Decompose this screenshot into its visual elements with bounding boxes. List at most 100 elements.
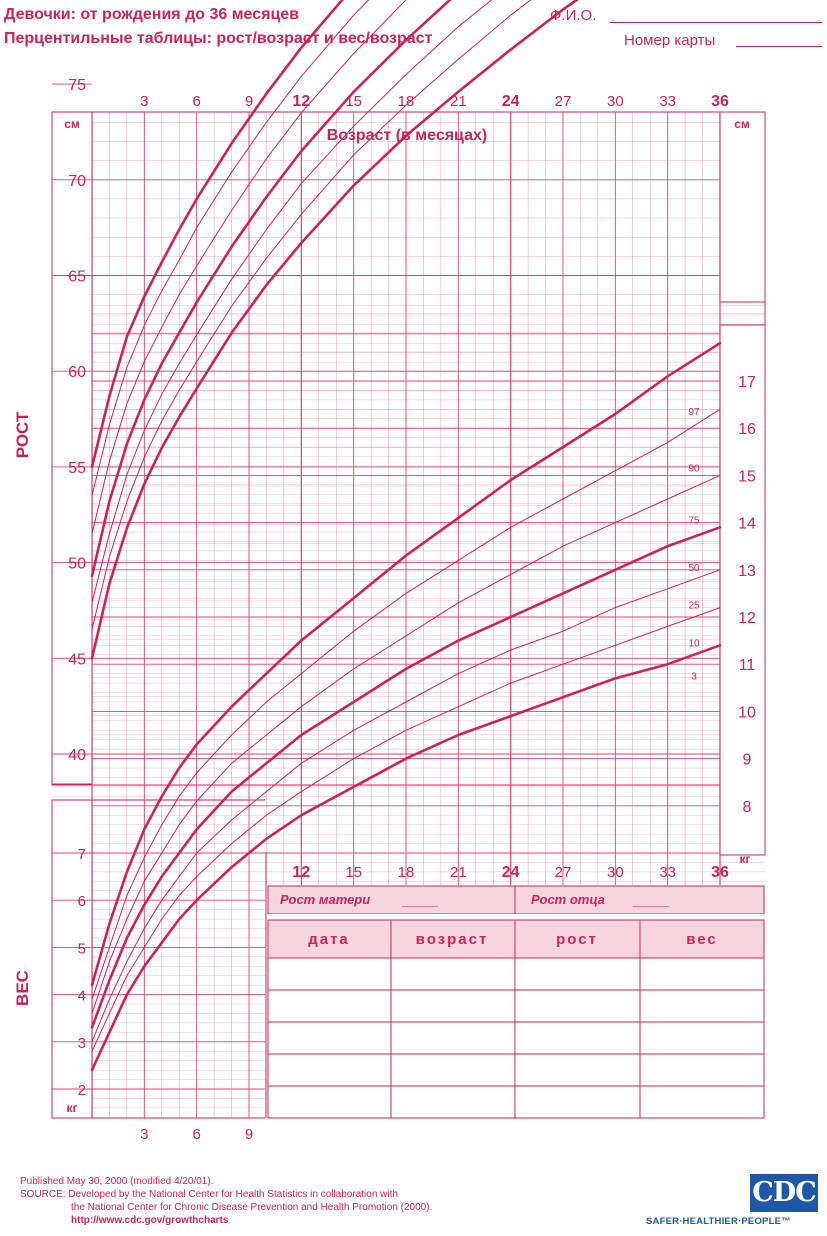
- record-table-cell[interactable]: [390, 1021, 516, 1055]
- x-tick-label-top: 3: [140, 93, 148, 110]
- height-tick-label-left: 70: [68, 173, 86, 190]
- weight-tick-label-right: 13: [738, 563, 756, 580]
- table-header-cells: дата возраст рост вес: [308, 931, 718, 948]
- percentile-curve-height-p90: [91, 0, 370, 497]
- record-table-cell[interactable]: [267, 1053, 392, 1087]
- x-tick-label-top: 33: [659, 93, 676, 110]
- record-table-cell[interactable]: [267, 1085, 392, 1119]
- percentile-label-weight-p97: 97: [688, 407, 700, 418]
- height-grid-frame: [51, 111, 766, 786]
- record-table-cell[interactable]: [514, 1085, 641, 1119]
- x-tick-label-mid: 27: [555, 864, 572, 881]
- x-tick-label-bottom: 6: [192, 1126, 200, 1143]
- record-table-cell[interactable]: [267, 957, 392, 991]
- x-tick-label-bottom: 9: [245, 1126, 253, 1143]
- percentile-curve-height-p25: [91, 0, 493, 604]
- height-tick-label-left: 60: [68, 364, 86, 381]
- cdc-tagline: SAFER·HEALTHIER·PEOPLE™: [646, 1216, 791, 1227]
- weight-tick-label-right: 14: [738, 516, 756, 533]
- left-height-label-box: [51, 111, 93, 785]
- record-table-cell[interactable]: [390, 957, 516, 991]
- percentile-curve-height-p50: [90, 0, 452, 578]
- record-table-cell[interactable]: [639, 957, 765, 991]
- record-table-cell[interactable]: [267, 989, 392, 1023]
- patient-name-field[interactable]: [610, 22, 822, 23]
- percentile-label-weight-p10: 10: [688, 638, 700, 649]
- weight-tick-label-right: 10: [738, 704, 756, 721]
- percentile-label-weight-p25: 25: [688, 601, 700, 612]
- record-table: Рост матери _____ Рост отца _____ дата в…: [267, 885, 765, 1119]
- right-height-label-box: [719, 111, 766, 303]
- percentile-curve-weight-p90: [91, 408, 721, 1000]
- x-tick-label-mid: 24: [502, 864, 520, 881]
- column-header-weight: вес: [686, 931, 718, 948]
- percentile-curve-weight-p3: [90, 644, 722, 1072]
- x-tick-label-top: 24: [502, 93, 520, 110]
- record-table-cell[interactable]: [639, 989, 765, 1023]
- unit-cm-left: см: [64, 117, 80, 131]
- cdc-logo-mark: CDC: [750, 1174, 818, 1212]
- percentile-curve-height-p3: [90, 0, 579, 660]
- record-table-cell[interactable]: [267, 1021, 392, 1055]
- card-number-label: Номер карты: [624, 32, 716, 49]
- record-table-cell[interactable]: [514, 957, 641, 991]
- percentile-curve-height-p97: [90, 0, 344, 469]
- weight-tick-label-right: 17: [738, 374, 756, 391]
- footer-published: Published May 30, 2000 (modified 4/20/01…: [20, 1176, 214, 1187]
- father-height-field[interactable]: _____: [632, 893, 670, 908]
- column-header-height: рост: [556, 931, 598, 948]
- unit-cm-right: см: [734, 117, 750, 131]
- weight-axis-label: ВЕС: [13, 970, 32, 1006]
- axis-labels: 3 6 9 12 15 18 21 24 27 30 33 363 6 912 15 18 21 24 27 30 33…: [68, 77, 756, 1143]
- height-tick-label-left: 75: [68, 77, 86, 94]
- percentile-label-weight-p3: 3: [691, 671, 697, 682]
- weight-tick-label-left: 7: [78, 846, 86, 863]
- record-table-cell[interactable]: [639, 1085, 765, 1119]
- mother-height-field[interactable]: _____: [401, 893, 439, 908]
- table-header-row: [267, 919, 765, 959]
- weight-tick-label-left: 2: [78, 1082, 86, 1099]
- percentile-label-weight-p90: 90: [688, 464, 700, 475]
- x-tick-label-mid: 30: [607, 864, 624, 881]
- father-height-label: Рост отца: [531, 892, 605, 907]
- record-table-cell[interactable]: [514, 1021, 641, 1055]
- weight-tick-label-right: 9: [743, 752, 752, 769]
- x-tick-label-top: 6: [192, 93, 200, 110]
- record-table-cell[interactable]: [390, 1053, 516, 1087]
- record-table-cell[interactable]: [514, 1053, 641, 1087]
- x-tick-label-mid: 15: [345, 864, 362, 881]
- height-tick-label-left: 55: [68, 460, 86, 477]
- weight-tick-label-left: 4: [78, 988, 86, 1005]
- x-tick-label-mid: 33: [659, 864, 676, 881]
- height-tick-label-left: 40: [68, 747, 86, 764]
- chart-title: Девочки: от рождения до 36 месяцев: [4, 6, 300, 23]
- record-table-cell[interactable]: [639, 1021, 765, 1055]
- x-tick-label-top: 18: [398, 93, 415, 110]
- x-tick-label-top: 12: [292, 93, 310, 110]
- chart-grid: [51, 83, 766, 1119]
- chart-subtitle: Перцентильные таблицы: рост/возраст и ве…: [4, 30, 433, 47]
- weight-tick-label-left: 3: [78, 1035, 86, 1052]
- record-table-cell[interactable]: [390, 989, 516, 1023]
- x-tick-label-top: 15: [345, 93, 362, 110]
- record-table-cell[interactable]: [639, 1053, 765, 1087]
- percentile-curve-weight-p10: [91, 607, 721, 1052]
- percentile-label-weight-p75: 75: [688, 516, 700, 527]
- x-tick-label-mid: 36: [711, 864, 729, 881]
- right-weight-label-box: [719, 324, 766, 856]
- card-number-field[interactable]: [736, 46, 822, 47]
- height-tick-label-left: 45: [68, 651, 86, 668]
- column-header-age: возраст: [416, 931, 489, 948]
- record-table-cell[interactable]: [390, 1085, 516, 1119]
- height-tick-label-left: 50: [68, 556, 86, 573]
- percentile-curve-weight-p97: [90, 341, 722, 987]
- weight-tick-label-left: 6: [78, 893, 86, 910]
- age-axis-title: Возраст (в месяцах): [327, 127, 487, 144]
- x-tick-label-bottom: 3: [140, 1126, 148, 1143]
- table-body[interactable]: [267, 920, 765, 1119]
- footer-url-link[interactable]: http://www.cdc.gov/growthcharts: [71, 1215, 229, 1226]
- record-table-cell[interactable]: [514, 989, 641, 1023]
- footer: Published May 30, 2000 (modified 4/20/01…: [20, 1175, 580, 1227]
- x-tick-label-mid: 12: [292, 864, 310, 881]
- x-tick-label-top: 27: [555, 93, 572, 110]
